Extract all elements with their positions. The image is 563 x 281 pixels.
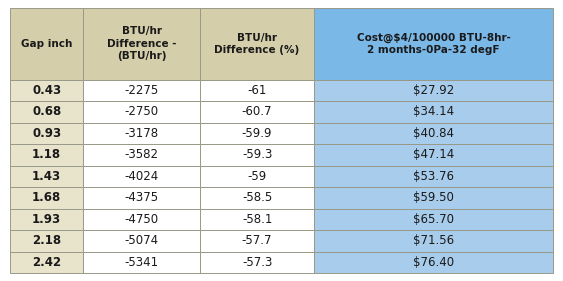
Text: $40.84: $40.84 [413,127,454,140]
Text: -59.3: -59.3 [242,148,272,161]
Bar [83,101,200,123]
Bar [83,230,200,251]
Text: $71.56: $71.56 [413,234,454,247]
Bar [83,8,200,80]
Text: -2275: -2275 [124,84,159,97]
Text: -5341: -5341 [124,256,159,269]
Text: Gap inch: Gap inch [21,39,72,49]
Bar [10,251,83,273]
Bar [314,101,553,123]
Text: -57.3: -57.3 [242,256,272,269]
Bar [10,209,83,230]
Text: -61: -61 [247,84,267,97]
Text: $59.50: $59.50 [413,191,454,204]
Text: -2750: -2750 [124,105,159,118]
Bar [200,8,314,80]
Bar [200,80,314,101]
Text: -4750: -4750 [124,213,159,226]
Bar [314,251,553,273]
Text: 2.42: 2.42 [32,256,61,269]
Text: -4024: -4024 [124,170,159,183]
Text: 1.93: 1.93 [32,213,61,226]
Bar [83,144,200,166]
Bar [200,101,314,123]
Bar [200,187,314,209]
Bar [83,80,200,101]
Text: -4375: -4375 [124,191,159,204]
Bar [10,166,83,187]
Text: $27.92: $27.92 [413,84,454,97]
Text: 2.18: 2.18 [32,234,61,247]
Bar [10,101,83,123]
Bar [314,8,553,80]
Bar [200,209,314,230]
Bar [200,230,314,251]
Bar [200,166,314,187]
Bar [314,80,553,101]
Text: Cost@$4/100000 BTU-8hr-
2 months-0Pa-32 degF: Cost@$4/100000 BTU-8hr- 2 months-0Pa-32 … [356,32,511,55]
Bar [10,187,83,209]
Bar [314,187,553,209]
Text: -59: -59 [248,170,267,183]
Bar [83,251,200,273]
Bar [200,251,314,273]
Text: $76.40: $76.40 [413,256,454,269]
Text: BTU/hr
Difference (%): BTU/hr Difference (%) [215,33,300,55]
Text: $34.14: $34.14 [413,105,454,118]
Bar [314,123,553,144]
Text: -59.9: -59.9 [242,127,272,140]
Text: 0.93: 0.93 [32,127,61,140]
Text: BTU/hr
Difference -
(BTU/hr): BTU/hr Difference - (BTU/hr) [107,26,176,61]
Text: $47.14: $47.14 [413,148,454,161]
Text: -58.1: -58.1 [242,213,272,226]
Text: 0.68: 0.68 [32,105,61,118]
Bar [83,187,200,209]
Bar [200,144,314,166]
Bar [200,123,314,144]
Text: $53.76: $53.76 [413,170,454,183]
Bar [83,166,200,187]
Text: $65.70: $65.70 [413,213,454,226]
Bar [314,209,553,230]
Bar [83,209,200,230]
Bar [314,230,553,251]
Text: 0.43: 0.43 [32,84,61,97]
Text: -58.5: -58.5 [242,191,272,204]
Text: 1.18: 1.18 [32,148,61,161]
Bar [10,144,83,166]
Bar [10,230,83,251]
Text: -57.7: -57.7 [242,234,272,247]
Text: -60.7: -60.7 [242,105,272,118]
Bar [10,8,83,80]
Bar [314,144,553,166]
Bar [314,166,553,187]
Bar [83,123,200,144]
Bar [10,123,83,144]
Text: -3582: -3582 [124,148,159,161]
Text: -3178: -3178 [124,127,159,140]
Text: 1.68: 1.68 [32,191,61,204]
Text: -5074: -5074 [124,234,159,247]
Bar [10,80,83,101]
Text: 1.43: 1.43 [32,170,61,183]
